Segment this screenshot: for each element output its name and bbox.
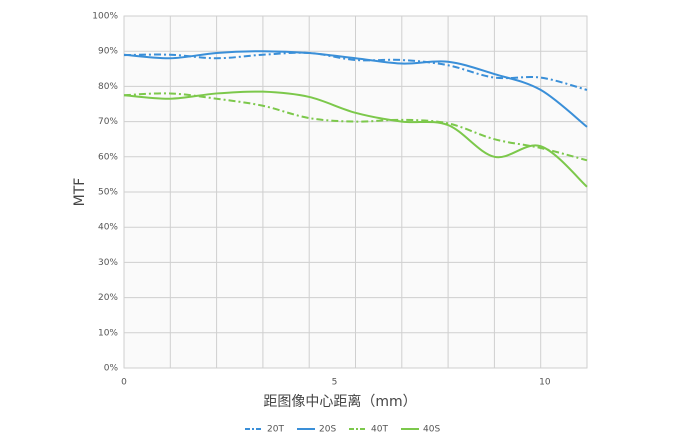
y-tick-label: 80% bbox=[98, 82, 118, 92]
legend-label: 40S bbox=[423, 425, 440, 435]
series-line bbox=[123, 92, 588, 162]
y-tick-label: 20% bbox=[98, 293, 118, 303]
y-tick-label: 90% bbox=[98, 47, 118, 57]
y-tick-label: 70% bbox=[98, 117, 118, 127]
series-line bbox=[123, 90, 588, 188]
x-tick-label: 0 bbox=[121, 378, 127, 388]
x-tick-label: 5 bbox=[332, 378, 338, 388]
legend-label: 20T bbox=[267, 425, 284, 435]
y-tick-label: 30% bbox=[98, 258, 118, 268]
y-tick-label: 50% bbox=[98, 188, 118, 198]
legend-label: 40T bbox=[371, 425, 388, 435]
y-tick-label: 40% bbox=[98, 223, 118, 233]
y-tick-label: 60% bbox=[98, 152, 118, 162]
x-tick-label: 10 bbox=[539, 378, 551, 388]
x-axis-label: 距图像中心距离（mm） bbox=[263, 393, 416, 410]
y-tick-label: 100% bbox=[92, 12, 118, 22]
y-tick-label: 0% bbox=[104, 364, 119, 374]
y-axis-label: MTF bbox=[72, 178, 88, 207]
legend-label: 20S bbox=[319, 425, 336, 435]
y-tick-label: 10% bbox=[98, 328, 118, 338]
series-line bbox=[123, 50, 588, 128]
